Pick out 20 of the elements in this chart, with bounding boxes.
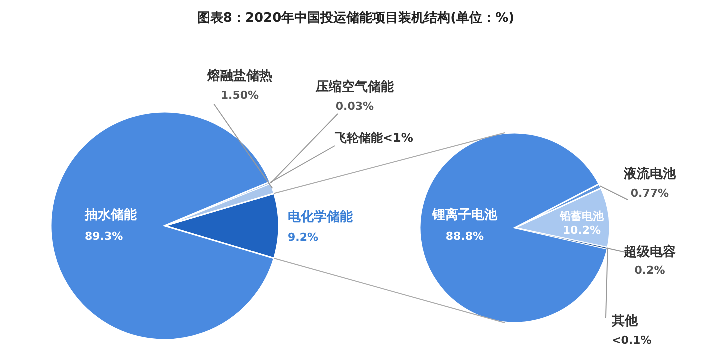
data-label: 0.03% xyxy=(336,100,374,113)
slice-label: 电化学储能 xyxy=(288,209,354,225)
slice-label: 抽水储能 xyxy=(84,207,138,223)
data-label: 89.3% xyxy=(85,230,124,243)
slice-label: 液流电池 xyxy=(623,166,677,182)
slice-label: 锂离子电池 xyxy=(432,207,498,223)
slice-label: 其他 xyxy=(611,314,639,329)
data-label: <0.1% xyxy=(612,334,652,347)
data-label: 9.2% xyxy=(288,231,319,244)
slice-label: 熔融盐储热 xyxy=(206,68,272,84)
data-label: 1.50% xyxy=(220,89,260,102)
data-label: 10.2% xyxy=(562,224,602,237)
data-label: 0.2% xyxy=(634,264,666,277)
chart-title: 图表8：2020年中国投运储能项目装机结构(单位：%) xyxy=(197,10,515,26)
slice-label: 压缩空气储能 xyxy=(315,79,395,95)
data-label: 0.77% xyxy=(630,187,670,200)
data-label: 88.8% xyxy=(446,230,484,243)
slice-label: 铅蓄电池 xyxy=(559,210,605,223)
slice-label: 超级电容 xyxy=(623,244,676,260)
slice-label: 飞轮储能<1% xyxy=(334,131,414,145)
